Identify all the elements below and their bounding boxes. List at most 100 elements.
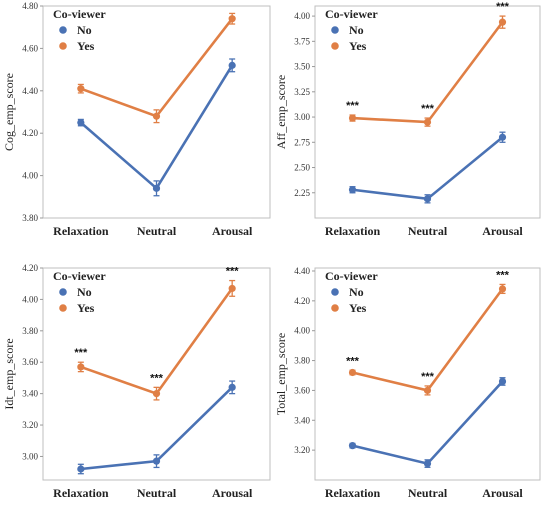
y-axis-title: Idt_emp_score — [2, 338, 16, 409]
data-point — [498, 18, 507, 26]
data-point — [423, 386, 432, 395]
x-tick-label: Relaxation — [325, 224, 381, 238]
data-point — [152, 390, 161, 398]
x-tick-label: Arousal — [482, 224, 523, 238]
significance-label: *** — [421, 103, 435, 115]
legend-title: Co-viewer — [53, 7, 106, 21]
x-tick-label: Relaxation — [53, 224, 109, 238]
x-tick-label: Arousal — [212, 486, 253, 500]
series-line-no — [79, 64, 234, 191]
y-tick-label: 3.80 — [294, 356, 310, 366]
plot-frame — [42, 5, 271, 219]
data-point — [152, 457, 161, 465]
y-tick-label: 4.00 — [294, 11, 310, 21]
y-axis-title: Cog_emp_score — [2, 73, 16, 151]
y-tick-label: 4.00 — [294, 326, 310, 336]
significance-label: *** — [346, 355, 360, 367]
y-tick-label: 3.50 — [294, 62, 310, 72]
y-tick-label: 4.00 — [22, 294, 38, 304]
significance-label: *** — [150, 372, 164, 384]
y-tick-label: 3.75 — [294, 36, 310, 46]
y-tick-label: 3.60 — [294, 385, 310, 395]
legend-marker-no — [331, 288, 339, 296]
x-tick-label: Relaxation — [53, 486, 109, 500]
y-tick-label: 3.60 — [22, 357, 38, 367]
y-tick-label: 3.25 — [294, 87, 310, 97]
y-axis-title: Total_emp_score — [274, 333, 288, 415]
legend-label: No — [77, 23, 92, 37]
legend-title: Co-viewer — [325, 269, 378, 283]
data-point — [77, 465, 85, 473]
y-tick-label: 4.40 — [22, 86, 38, 96]
series-line-no — [352, 136, 504, 201]
legend-label: Yes — [77, 39, 95, 53]
significance-label: *** — [421, 371, 435, 383]
y-tick-label: 4.40 — [294, 266, 310, 276]
significance-label: *** — [74, 347, 88, 359]
legend-marker-yes — [59, 42, 67, 50]
significance-label: *** — [226, 266, 240, 278]
data-point — [348, 368, 357, 377]
x-tick-label: Arousal — [482, 486, 523, 500]
data-point — [348, 114, 357, 122]
legend-marker-yes — [331, 42, 339, 50]
legend-label: No — [349, 23, 364, 37]
x-tick-label: Neutral — [137, 224, 177, 238]
legend-title: Co-viewer — [53, 269, 106, 283]
plot-frame — [314, 5, 541, 219]
plot-frame — [314, 267, 541, 481]
y-tick-label: 3.40 — [294, 415, 310, 425]
y-tick-label: 2.75 — [294, 137, 310, 147]
y-tick-label: 2.50 — [294, 163, 310, 173]
legend-label: No — [77, 285, 92, 299]
legend-marker-yes — [331, 304, 339, 312]
y-tick-label: 4.60 — [22, 43, 38, 53]
x-tick-label: Neutral — [137, 486, 177, 500]
panel-2: 2.25 2.50 2.75 3.00 3.25 3.50 3.75 4.00 Relaxati… — [274, 1, 541, 238]
data-point — [152, 112, 161, 120]
legend-label: Yes — [349, 39, 367, 53]
x-tick-label: Arousal — [212, 224, 253, 238]
data-point — [77, 119, 85, 127]
panel-4: 3.20 3.40 3.60 3.80 4.00 4.20 4.40 Relaxation Ne… — [274, 266, 541, 500]
y-tick-label: 4.20 — [294, 296, 310, 306]
y-tick-label: 3.00 — [294, 112, 310, 122]
plot-frame — [42, 267, 271, 481]
data-point — [228, 15, 236, 23]
legend-label: No — [349, 285, 364, 299]
data-point — [152, 184, 161, 192]
legend-label: Yes — [77, 301, 95, 315]
data-point — [423, 459, 432, 468]
panel-3: 3.00 3.20 3.40 3.60 3.80 4.00 4.20 Relaxation Ne… — [2, 263, 271, 500]
significance-label: *** — [496, 269, 510, 281]
y-tick-label: 3.80 — [22, 213, 38, 223]
y-axis-title: Aff_emp_score — [274, 75, 288, 149]
data-point — [228, 284, 236, 293]
data-point — [228, 61, 236, 69]
legend-label: Yes — [349, 301, 367, 315]
legend-title: Co-viewer — [325, 7, 378, 21]
significance-label: *** — [496, 1, 510, 13]
legend-marker-yes — [59, 304, 67, 312]
data-point — [77, 363, 85, 371]
data-point — [228, 383, 236, 391]
legend-marker-no — [59, 288, 67, 296]
data-point — [423, 195, 432, 203]
y-tick-label: 3.20 — [22, 420, 38, 430]
y-tick-label: 3.80 — [22, 326, 38, 336]
y-tick-label: 4.80 — [22, 1, 38, 11]
data-point — [348, 442, 357, 450]
y-tick-label: 3.20 — [294, 445, 310, 455]
data-point — [498, 285, 507, 293]
y-tick-label: 4.00 — [22, 171, 38, 181]
data-point — [423, 118, 432, 126]
data-point — [348, 186, 357, 194]
y-tick-label: 3.40 — [22, 389, 38, 399]
data-point — [77, 85, 85, 93]
x-tick-label: Relaxation — [325, 486, 381, 500]
x-tick-label: Neutral — [408, 224, 448, 238]
y-tick-label: 2.25 — [294, 188, 310, 198]
data-point — [498, 133, 507, 141]
x-tick-label: Neutral — [408, 486, 448, 500]
